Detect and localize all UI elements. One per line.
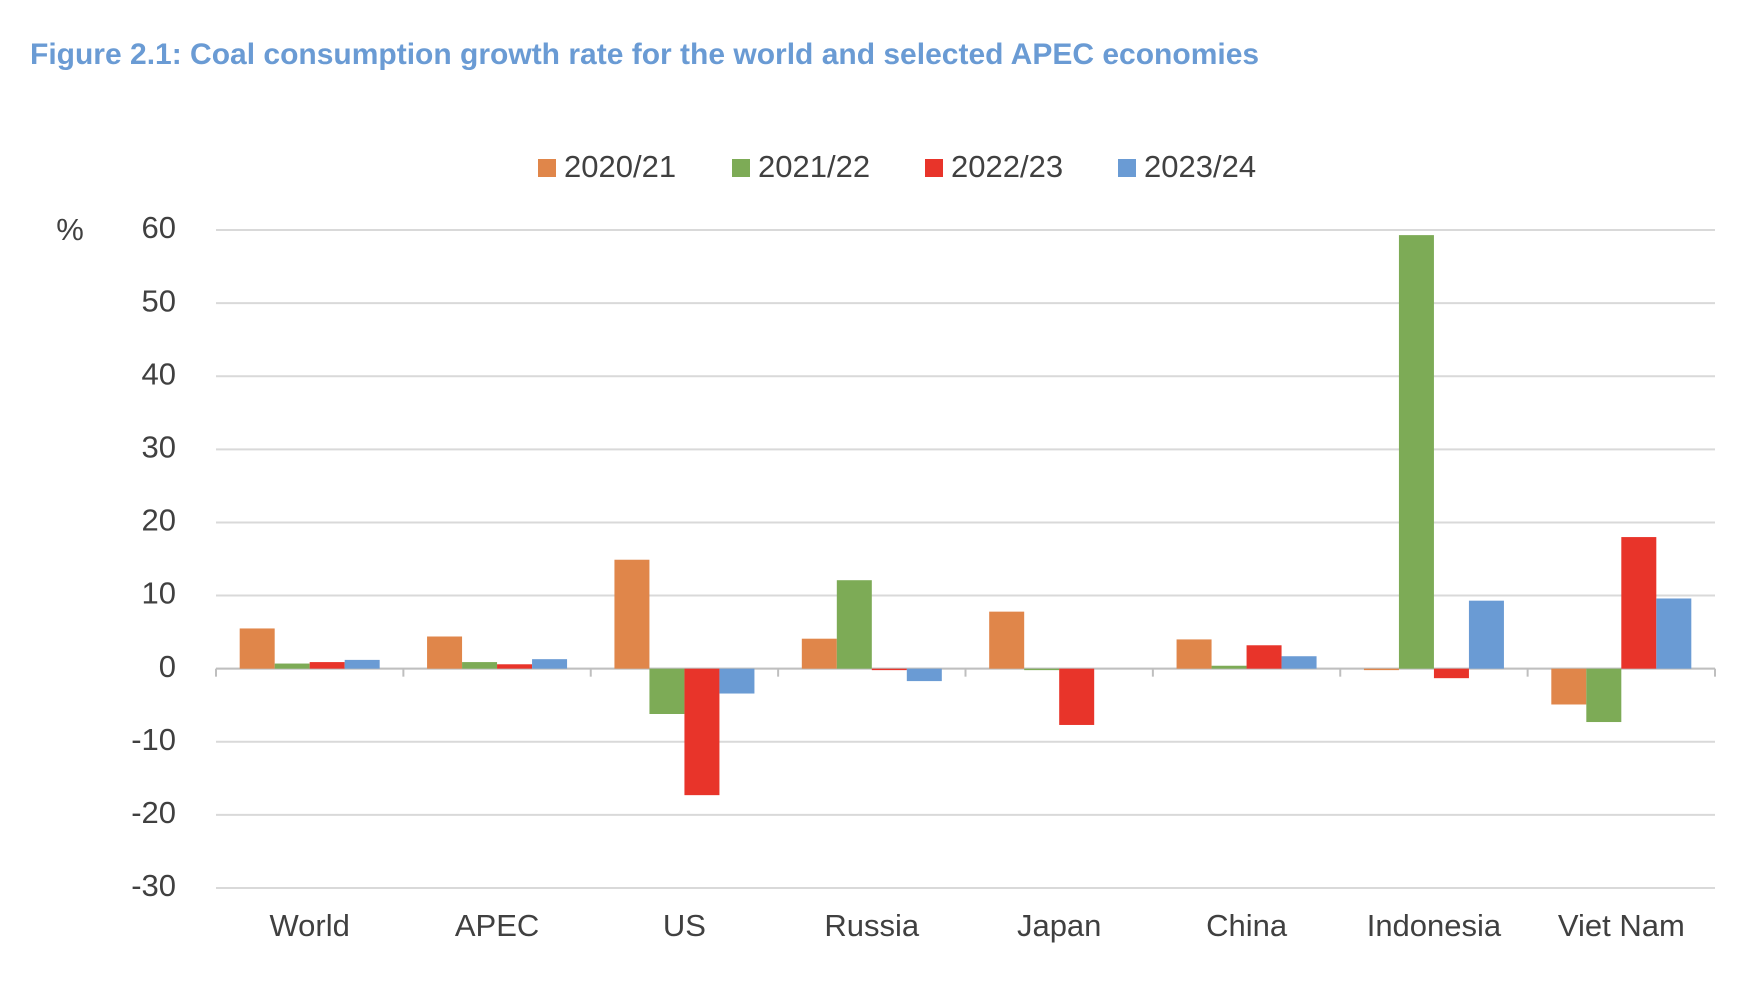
x-tick-label: Russia: [824, 908, 920, 943]
legend-swatch: [925, 159, 943, 177]
legend-swatch: [1118, 159, 1136, 177]
bar: [344, 659, 380, 669]
legend-swatch: [732, 159, 750, 177]
y-tick-label: 30: [142, 430, 176, 465]
x-tick-label: World: [269, 908, 349, 943]
bar: [1059, 668, 1095, 725]
bar: [871, 668, 907, 671]
bar: [1281, 656, 1317, 669]
bar: [462, 662, 498, 669]
legend-label: 2021/22: [758, 149, 870, 184]
bar: [274, 663, 310, 669]
bar: [1621, 537, 1657, 669]
legend-swatch: [538, 159, 556, 177]
bar: [1656, 598, 1692, 669]
bar: [1586, 668, 1622, 723]
bar: [684, 668, 720, 796]
x-tick-label: US: [663, 908, 706, 943]
bar: [1363, 668, 1399, 671]
y-tick-label: 10: [142, 576, 176, 611]
x-tick-label: Viet Nam: [1558, 908, 1685, 943]
bar: [532, 659, 568, 669]
legend-label: 2022/23: [951, 149, 1063, 184]
bar: [719, 668, 755, 694]
bar: [989, 611, 1025, 669]
legend-label: 2020/21: [564, 149, 676, 184]
bar: [649, 668, 685, 714]
bar: [906, 668, 942, 682]
y-tick-label: 40: [142, 356, 176, 391]
y-tick-label: -20: [131, 795, 176, 830]
bar: [1468, 600, 1504, 669]
y-tick-label: -30: [131, 868, 176, 903]
legend-label: 2023/24: [1144, 149, 1256, 184]
bar: [1551, 668, 1587, 705]
y-tick-label: 20: [142, 503, 176, 538]
y-tick-label: 0: [159, 649, 176, 684]
bar: [1246, 645, 1282, 669]
bar: [309, 662, 345, 669]
bar: [1211, 665, 1247, 669]
bar: [239, 628, 275, 669]
bar: [1176, 639, 1212, 669]
bar: [1398, 235, 1434, 669]
bar: [1024, 668, 1060, 671]
bar: [1433, 668, 1469, 679]
bar: [427, 636, 463, 669]
x-tick-label: Japan: [1017, 908, 1101, 943]
chart-title: Figure 2.1: Coal consumption growth rate…: [30, 38, 1259, 71]
bar: [497, 664, 533, 669]
bar: [836, 580, 872, 669]
x-tick-label: China: [1206, 908, 1288, 943]
bar: [614, 559, 650, 669]
y-tick-label: 50: [142, 283, 176, 318]
y-tick-label: -10: [131, 722, 176, 757]
x-tick-label: Indonesia: [1367, 908, 1502, 943]
bar: [801, 638, 837, 669]
y-tick-label: 60: [142, 210, 176, 245]
x-tick-label: APEC: [455, 908, 539, 943]
y-axis-label: %: [56, 212, 84, 247]
